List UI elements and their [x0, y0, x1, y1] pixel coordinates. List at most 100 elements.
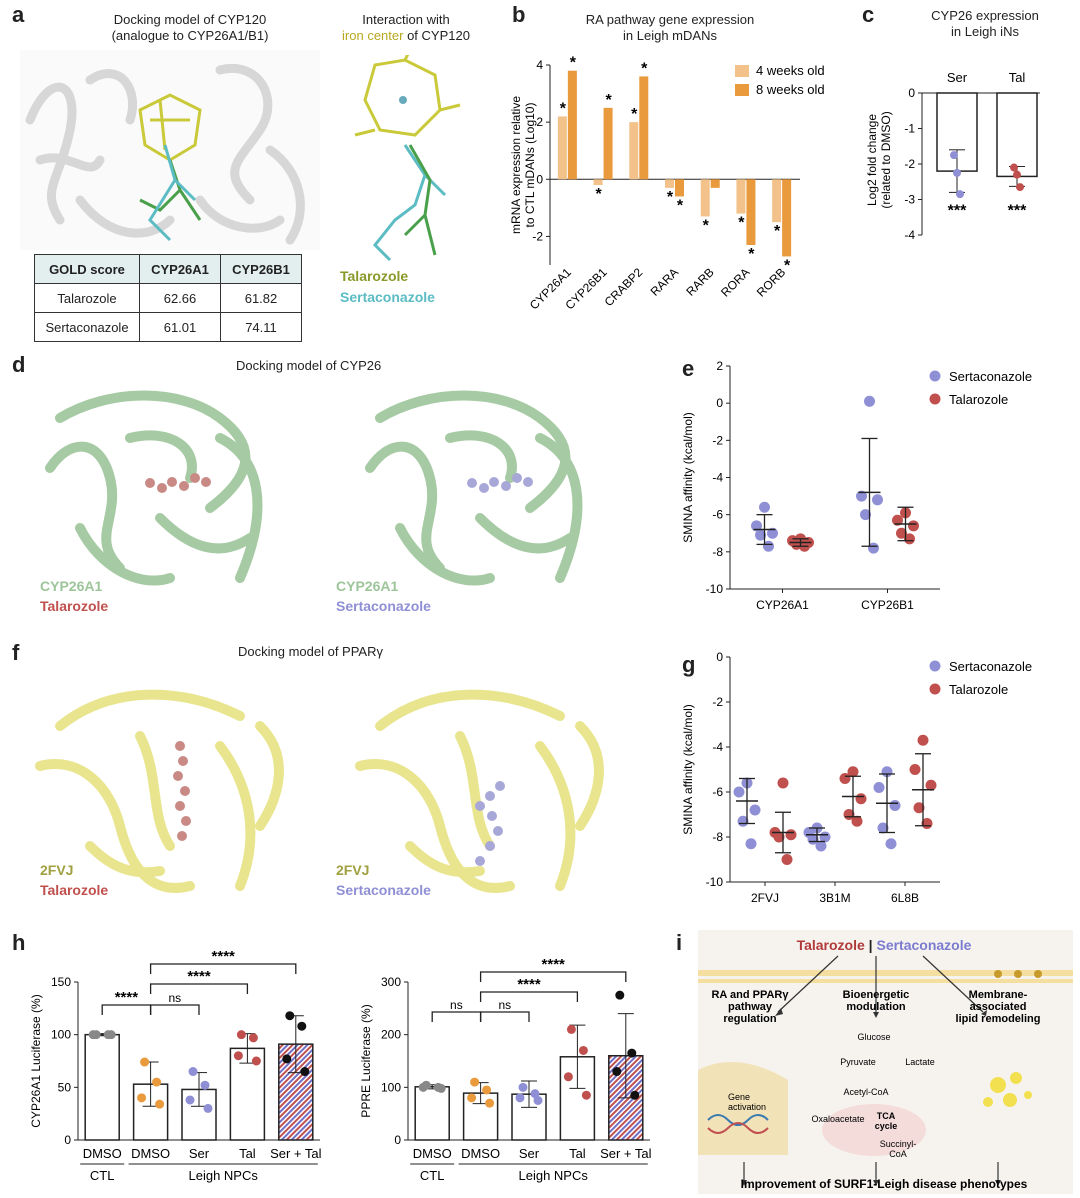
x-tick-label: Ser + Tal — [270, 1146, 322, 1161]
significance-star: * — [641, 60, 648, 77]
data-point — [282, 1054, 292, 1064]
y-tick-label: -8 — [712, 545, 723, 559]
panel-d-title: Docking model of CYP26 — [236, 358, 382, 373]
x-tick-label: RORB — [754, 265, 788, 299]
y-tick-label: -6 — [712, 508, 723, 522]
comparison-bracket — [149, 983, 249, 994]
column-label-bioenergetic: Bioenergetic modulation — [843, 989, 910, 1013]
panel-label-c: c — [862, 2, 875, 27]
data-point-sertaconazole — [755, 529, 766, 541]
acetyl-coa-label: Acetyl-CoA — [843, 1087, 888, 1097]
chart-g: 0 -2 -4 -6 -8 -10 SMINA affinity (kcal/mol) 2FV… — [681, 650, 1032, 905]
data-point-talarozole — [785, 829, 797, 841]
data-point — [485, 1098, 495, 1108]
panel-a-title-line1: Docking model of CYP120 — [113, 12, 267, 27]
data-point-sertaconazole — [745, 838, 757, 850]
data-point-talarozole — [892, 514, 903, 526]
data-point-talarozole — [847, 766, 859, 778]
y-axis-label: CYP26A1 Luciferase (%) — [29, 994, 43, 1127]
bar-4wk — [557, 116, 567, 180]
data-point — [140, 1057, 150, 1067]
x-tick-label: 2FVJ — [751, 891, 779, 905]
data-point-sertaconazole — [751, 520, 762, 532]
data-point-talarozole — [777, 777, 789, 789]
data-point-talarozole — [908, 520, 919, 532]
chart-h2: 0 100 200 300 PPRE Luciferase (%) DMSO DMSO Ser… — [359, 956, 652, 1183]
column-label-ra: RA and PPARγ pathway regulation — [711, 989, 789, 1025]
data-point-sertaconazole — [889, 800, 901, 811]
data-point-talarozole — [839, 773, 851, 784]
panel-c-title-line2: in Leigh iNs — [951, 24, 1019, 39]
data-point — [530, 1089, 540, 1099]
oxaloacetate-label: Oxaloacetate — [811, 1114, 864, 1124]
data-point-talarozole — [913, 802, 925, 814]
bar-8wk — [675, 179, 684, 197]
y-tick-label: -8 — [712, 830, 723, 844]
bar-4wk — [593, 179, 603, 185]
x-tick-label: 3B1M — [819, 891, 850, 905]
y-tick-label: -10 — [706, 875, 724, 889]
bar-4wk — [772, 179, 782, 223]
data-point — [1016, 183, 1024, 192]
data-point-sertaconazole — [860, 509, 871, 521]
f-right-protein-label: 2FVJ — [336, 862, 370, 878]
data-point — [152, 1077, 162, 1087]
comparison-bracket — [149, 963, 297, 974]
data-point-talarozole — [909, 764, 921, 775]
x-tick-label: CYP26A1 — [756, 598, 809, 612]
tca-cycle-label: TCA cycle — [875, 1111, 898, 1131]
column-label-membrane: Membrane-associated lipid remodeling — [956, 989, 1041, 1025]
legend-label: 8 weeks old — [756, 82, 825, 97]
iron-center-interaction-image — [354, 55, 461, 262]
y-tick-label: 0 — [64, 1133, 71, 1147]
legend-label: Sertaconazole — [949, 659, 1032, 674]
table-cell: 62.66 — [139, 283, 221, 313]
y-tick-label: 0 — [908, 86, 915, 100]
panel-a-title: Docking model of CYP120 (analogue to CYP… — [60, 12, 320, 44]
legend-marker — [929, 393, 941, 405]
panel-b-title-line1: RA pathway gene expression — [585, 12, 755, 27]
data-point-sertaconazole — [872, 494, 883, 506]
table-cell: 61.01 — [139, 312, 221, 342]
data-point-sertaconazole — [856, 490, 867, 502]
table-row: Sertaconazole 61.01 74.11 — [34, 312, 302, 342]
data-point — [630, 1090, 640, 1100]
y-tick-label: 0 — [394, 1133, 401, 1147]
data-point-talarozole — [896, 527, 907, 539]
data-point — [233, 1051, 243, 1061]
x-tick-label: 6L8B — [891, 891, 919, 905]
y-tick-label: 150 — [51, 975, 71, 989]
panel-label-b: b — [512, 2, 526, 27]
y-tick-label: 0 — [716, 396, 723, 410]
significance-star: * — [631, 106, 638, 123]
interaction-title-line1: Interaction with — [362, 12, 450, 27]
significance-star: * — [703, 217, 710, 234]
lipid-droplets — [983, 1072, 1032, 1107]
y-tick-label: -2 — [712, 433, 723, 447]
panel-label-e: e — [682, 356, 695, 381]
interaction-title-suffix: of CYP120 — [403, 28, 470, 43]
data-point — [251, 1056, 261, 1066]
data-point-sertaconazole — [885, 838, 897, 850]
data-point — [203, 1103, 213, 1113]
cyp26a1-header: CYP26A1 — [139, 254, 221, 284]
data-point — [236, 1030, 246, 1040]
data-point — [581, 1090, 591, 1100]
f-left-ligand-label: Talarozole — [40, 882, 109, 898]
y-axis-label: mRNA expression relativeto CTL mDANs (Lo… — [509, 96, 537, 234]
membrane-band — [698, 979, 1073, 983]
x-tick-label: DMSO — [413, 1146, 452, 1161]
data-point — [1013, 170, 1021, 179]
comparison-label: **** — [187, 968, 211, 985]
data-point — [612, 1067, 622, 1077]
bar-4wk — [736, 179, 746, 214]
dna-icon — [707, 1122, 769, 1134]
x-tick-label: CYP26B1 — [861, 598, 914, 612]
data-point — [436, 1083, 446, 1093]
y-tick-label: -2 — [712, 695, 723, 709]
lactate-label: Lactate — [905, 1057, 935, 1067]
x-tick-label: RARA — [648, 265, 681, 298]
bar-4wk — [665, 179, 674, 188]
significance-star: *** — [948, 202, 967, 219]
data-point — [956, 190, 964, 199]
